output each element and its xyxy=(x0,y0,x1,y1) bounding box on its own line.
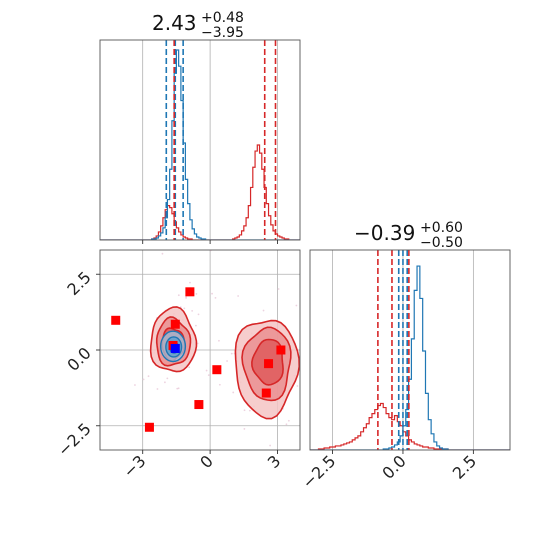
p0-title: 2.43 +0.48 −3.95 xyxy=(152,10,244,41)
p0-hist-red xyxy=(100,144,300,240)
faint-sample xyxy=(218,339,220,342)
faint-sample xyxy=(312,277,314,279)
faint-sample xyxy=(315,398,317,400)
joint-xtick-label-0: −3 xyxy=(119,451,149,481)
faint-sample xyxy=(285,423,288,426)
red-point-8 xyxy=(276,345,286,355)
p1-xtick-label-0: −2.5 xyxy=(298,451,339,492)
p0-title-minus: −3.95 xyxy=(201,25,244,41)
faint-sample xyxy=(230,352,233,355)
faint-sample xyxy=(211,292,213,295)
faint-sample xyxy=(176,387,179,390)
p1-title-minus: −0.50 xyxy=(420,235,463,251)
faint-sample xyxy=(147,375,150,378)
faint-sample xyxy=(161,252,164,255)
p0-title-plus: +0.48 xyxy=(201,10,244,26)
red-point-9 xyxy=(261,388,271,398)
joint-xtick-label-2: 3 xyxy=(264,451,285,472)
faint-sample xyxy=(142,378,145,381)
p1-xtick-label-2: 2.5 xyxy=(449,451,480,482)
faint-sample xyxy=(262,309,265,312)
faint-sample xyxy=(214,296,217,299)
joint-xtick-label-1: 0 xyxy=(196,451,217,472)
faint-sample xyxy=(296,385,299,387)
faint-sample xyxy=(205,369,208,372)
faint-sample xyxy=(177,294,180,297)
p1-hist-red xyxy=(310,402,510,450)
p1-title-median: −0.39 xyxy=(354,221,415,245)
faint-sample xyxy=(156,388,159,390)
p0-hist-blue xyxy=(100,49,300,240)
faint-sample xyxy=(237,295,240,297)
faint-sample xyxy=(248,409,251,412)
faint-sample xyxy=(277,288,280,290)
faint-sample xyxy=(134,384,136,386)
faint-sample xyxy=(232,391,235,394)
faint-sample xyxy=(197,313,200,316)
faint-sample xyxy=(287,419,290,422)
p1-frame xyxy=(309,249,511,451)
red-point-1 xyxy=(185,287,195,297)
joint-ytick-label-2: 2.5 xyxy=(63,268,94,299)
p1-hist-blue xyxy=(310,265,510,450)
faint-sample xyxy=(189,281,191,284)
faint-sample xyxy=(226,360,228,362)
red-point-4 xyxy=(212,365,222,375)
faint-sample xyxy=(195,293,198,295)
red-point-0 xyxy=(111,315,121,325)
faint-sample xyxy=(243,409,246,412)
p1-title-plus: +0.60 xyxy=(420,220,463,236)
p0-frame xyxy=(99,39,301,241)
faint-sample xyxy=(243,428,246,430)
p1-title: −0.39 +0.60 −0.50 xyxy=(354,220,463,251)
faint-sample xyxy=(164,381,166,384)
red-point-2 xyxy=(170,319,180,329)
faint-sample xyxy=(269,444,272,447)
red-point-5 xyxy=(194,400,204,410)
p1-xtick-label-1: 0.0 xyxy=(378,451,409,482)
faint-sample xyxy=(195,324,197,327)
red-point-6 xyxy=(144,422,154,432)
faint-sample xyxy=(295,304,298,307)
faint-sample xyxy=(218,383,221,386)
joint-ytick-label-1: 0.0 xyxy=(63,343,94,374)
faint-sample xyxy=(207,374,210,377)
faint-sample xyxy=(314,382,316,384)
blue-point-0 xyxy=(170,343,180,353)
faint-sample xyxy=(177,387,180,390)
faint-sample xyxy=(191,309,194,312)
faint-sample xyxy=(166,377,169,380)
faint-sample xyxy=(183,307,186,310)
red-point-7 xyxy=(264,359,274,369)
p0-title-median: 2.43 xyxy=(152,11,197,35)
joint-ytick-label-0: −2.5 xyxy=(54,419,95,460)
faint-sample xyxy=(188,366,191,369)
